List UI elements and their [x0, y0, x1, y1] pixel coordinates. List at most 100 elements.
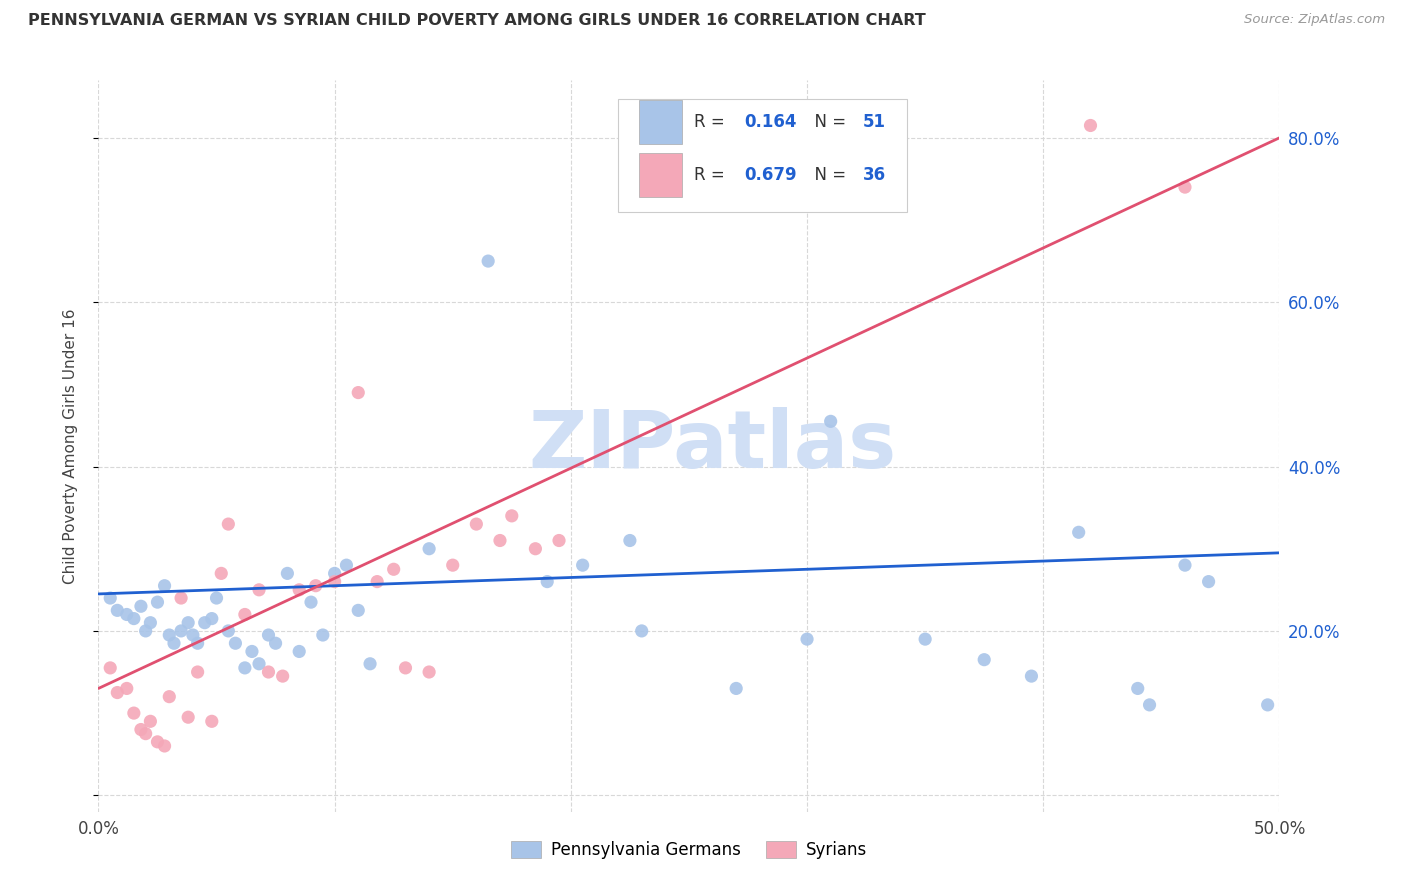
- Point: [194, 615, 217, 630]
- Point: [630, 624, 652, 638]
- Point: [271, 669, 294, 683]
- Point: [619, 533, 641, 548]
- Point: [973, 653, 995, 667]
- Point: [224, 636, 246, 650]
- Point: [115, 681, 138, 696]
- Point: [135, 624, 157, 638]
- Legend: Pennsylvania Germans, Syrians: Pennsylvania Germans, Syrians: [505, 834, 873, 865]
- Point: [441, 558, 464, 573]
- Point: [153, 739, 176, 753]
- Point: [394, 661, 416, 675]
- Point: [129, 599, 152, 614]
- Point: [418, 665, 440, 679]
- Point: [305, 579, 328, 593]
- Point: [187, 636, 209, 650]
- Point: [1257, 698, 1279, 712]
- Point: [187, 665, 209, 679]
- Point: [170, 624, 193, 638]
- Point: [177, 615, 200, 630]
- Point: [217, 517, 239, 532]
- Point: [157, 628, 180, 642]
- Point: [146, 735, 169, 749]
- Point: [276, 566, 298, 581]
- Point: [1198, 574, 1220, 589]
- Point: [122, 706, 145, 720]
- Text: 0.164: 0.164: [744, 113, 797, 131]
- Point: [257, 628, 280, 642]
- Point: [323, 566, 346, 581]
- Point: [163, 636, 186, 650]
- Point: [347, 385, 370, 400]
- Text: N =: N =: [803, 166, 851, 184]
- Point: [288, 644, 311, 658]
- Point: [1174, 558, 1197, 573]
- Point: [209, 566, 232, 581]
- Text: 51: 51: [862, 113, 886, 131]
- Point: [105, 603, 128, 617]
- Text: PENNSYLVANIA GERMAN VS SYRIAN CHILD POVERTY AMONG GIRLS UNDER 16 CORRELATION CHA: PENNSYLVANIA GERMAN VS SYRIAN CHILD POVE…: [28, 13, 927, 29]
- Point: [135, 726, 157, 740]
- Point: [1067, 525, 1090, 540]
- Point: [205, 591, 228, 605]
- Point: [359, 657, 381, 671]
- FancyBboxPatch shape: [640, 101, 682, 144]
- Point: [146, 595, 169, 609]
- Point: [524, 541, 547, 556]
- FancyBboxPatch shape: [640, 153, 682, 196]
- Point: [129, 723, 152, 737]
- Point: [323, 574, 346, 589]
- Point: [1080, 119, 1102, 133]
- Point: [571, 558, 593, 573]
- Point: [264, 636, 287, 650]
- Text: Source: ZipAtlas.com: Source: ZipAtlas.com: [1244, 13, 1385, 27]
- Point: [139, 714, 162, 729]
- Point: [122, 611, 145, 625]
- Point: [247, 582, 270, 597]
- Text: R =: R =: [693, 166, 730, 184]
- Point: [1174, 180, 1197, 194]
- Point: [115, 607, 138, 622]
- Point: [725, 681, 748, 696]
- Point: [477, 254, 499, 268]
- Point: [177, 710, 200, 724]
- Point: [98, 591, 121, 605]
- Point: [201, 714, 224, 729]
- Point: [1021, 669, 1043, 683]
- Point: [418, 541, 440, 556]
- Point: [489, 533, 512, 548]
- Point: [233, 661, 256, 675]
- Point: [257, 665, 280, 679]
- Point: [366, 574, 388, 589]
- Point: [312, 628, 335, 642]
- Point: [501, 508, 523, 523]
- Text: N =: N =: [803, 113, 851, 131]
- Point: [465, 517, 488, 532]
- Point: [288, 582, 311, 597]
- Point: [820, 414, 842, 428]
- Point: [1126, 681, 1149, 696]
- Text: 36: 36: [862, 166, 886, 184]
- Point: [914, 632, 936, 647]
- Point: [157, 690, 180, 704]
- Text: R =: R =: [693, 113, 730, 131]
- Point: [217, 624, 239, 638]
- Point: [240, 644, 263, 658]
- Point: [335, 558, 357, 573]
- Point: [548, 533, 571, 548]
- Y-axis label: Child Poverty Among Girls Under 16: Child Poverty Among Girls Under 16: [63, 309, 77, 583]
- Point: [201, 611, 224, 625]
- Point: [247, 657, 270, 671]
- Point: [1139, 698, 1161, 712]
- Point: [233, 607, 256, 622]
- Point: [98, 661, 121, 675]
- Point: [181, 628, 204, 642]
- Text: ZIPatlas: ZIPatlas: [529, 407, 897, 485]
- Point: [796, 632, 818, 647]
- Point: [170, 591, 193, 605]
- Point: [299, 595, 322, 609]
- Point: [153, 579, 176, 593]
- FancyBboxPatch shape: [619, 99, 907, 212]
- Point: [105, 685, 128, 699]
- Point: [347, 603, 370, 617]
- Point: [382, 562, 405, 576]
